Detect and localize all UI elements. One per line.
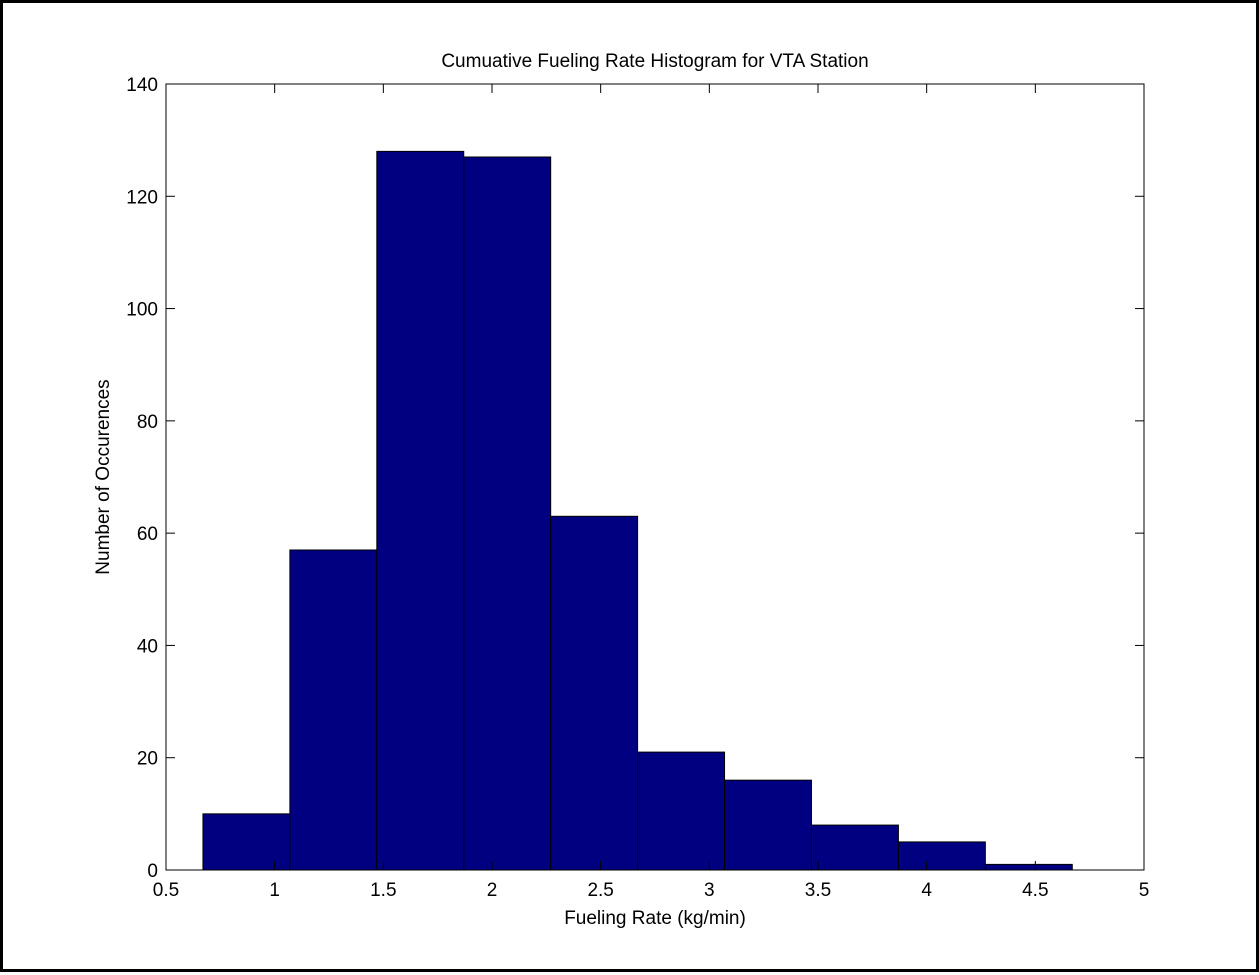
histogram-bar-9: [897, 841, 986, 871]
chart-title: Cumuative Fueling Rate Histogram for VTA…: [441, 51, 868, 72]
histogram-bar-8: [810, 824, 899, 871]
x-tick-label: 5: [1139, 880, 1150, 901]
y-tick-label: 60: [137, 524, 158, 545]
x-tick-label: 2.5: [587, 880, 613, 901]
bars-layer: [202, 150, 1073, 871]
y-tick-label: 120: [126, 187, 158, 208]
histogram-bar-2: [289, 549, 378, 871]
histogram-bar-1: [202, 813, 291, 871]
ticks-layer: [165, 83, 1145, 871]
histogram-bar-7: [724, 779, 812, 871]
histogram-bar-4: [463, 156, 552, 871]
x-tick-label: 1: [269, 880, 280, 901]
x-tick-label: 4: [921, 880, 932, 901]
histogram-bar-6: [637, 751, 726, 871]
x-tick-label: 4.5: [1022, 880, 1048, 901]
x-tick-label: 3: [704, 880, 715, 901]
histogram-chart: 0.5 1 1.5 2 2.5 3 3.5 4 4.5 5 0 20 40 60 80 100 120 140 C…: [93, 51, 1149, 929]
y-tick-label: 0: [147, 861, 158, 882]
x-axis-label: Fueling Rate (kg/min): [564, 908, 746, 929]
axes-box: [165, 83, 1145, 871]
x-tick-label: 0.5: [153, 880, 179, 901]
x-tick-label: 2: [487, 880, 498, 901]
y-tick-label: 140: [126, 75, 158, 96]
y-tick-label: 80: [137, 412, 158, 433]
histogram-bar-5: [550, 515, 639, 871]
tick-labels-layer: 0.5 1 1.5 2 2.5 3 3.5 4 4.5 5 0 20 40 60 80 100 120 140: [126, 75, 1149, 901]
y-tick-label: 100: [126, 300, 158, 321]
histogram-bar-3: [376, 150, 465, 871]
histogram-bar-10: [984, 863, 1073, 871]
y-tick-label: 40: [137, 636, 158, 657]
y-axis-label: Number of Occurences: [93, 379, 114, 574]
x-tick-label: 3.5: [805, 880, 831, 901]
x-tick-label: 1.5: [370, 880, 396, 901]
y-tick-label: 20: [137, 749, 158, 770]
